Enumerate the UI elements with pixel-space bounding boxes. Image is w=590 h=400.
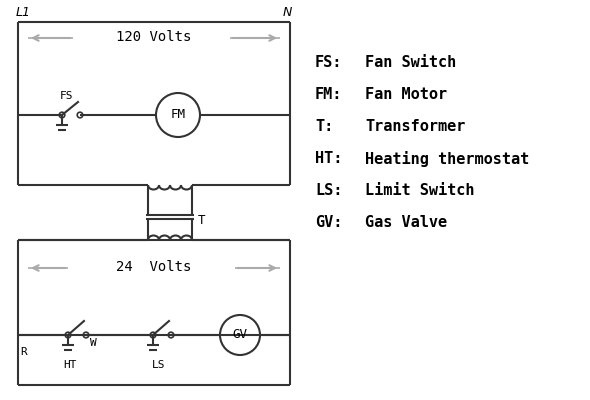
Text: FM:: FM:	[315, 87, 342, 102]
Text: L1: L1	[16, 6, 31, 19]
Text: FS: FS	[60, 91, 74, 101]
Text: R: R	[20, 347, 27, 357]
Text: GV:: GV:	[315, 215, 342, 230]
Text: Gas Valve: Gas Valve	[365, 215, 447, 230]
Text: LS:: LS:	[315, 183, 342, 198]
Text: HT:: HT:	[315, 151, 342, 166]
Text: HT: HT	[63, 360, 77, 370]
Text: Limit Switch: Limit Switch	[365, 183, 474, 198]
Text: Fan Switch: Fan Switch	[365, 55, 456, 70]
Text: LS: LS	[152, 360, 166, 370]
Text: Heating thermostat: Heating thermostat	[365, 151, 529, 167]
Text: T: T	[198, 214, 205, 228]
Text: GV: GV	[232, 328, 247, 342]
Text: 120 Volts: 120 Volts	[116, 30, 192, 44]
Text: FM: FM	[171, 108, 185, 122]
Text: W: W	[90, 338, 97, 348]
Text: T:: T:	[315, 119, 333, 134]
Text: Transformer: Transformer	[365, 119, 466, 134]
Text: FS:: FS:	[315, 55, 342, 70]
Text: 24  Volts: 24 Volts	[116, 260, 192, 274]
Text: Fan Motor: Fan Motor	[365, 87, 447, 102]
Text: N: N	[283, 6, 292, 19]
